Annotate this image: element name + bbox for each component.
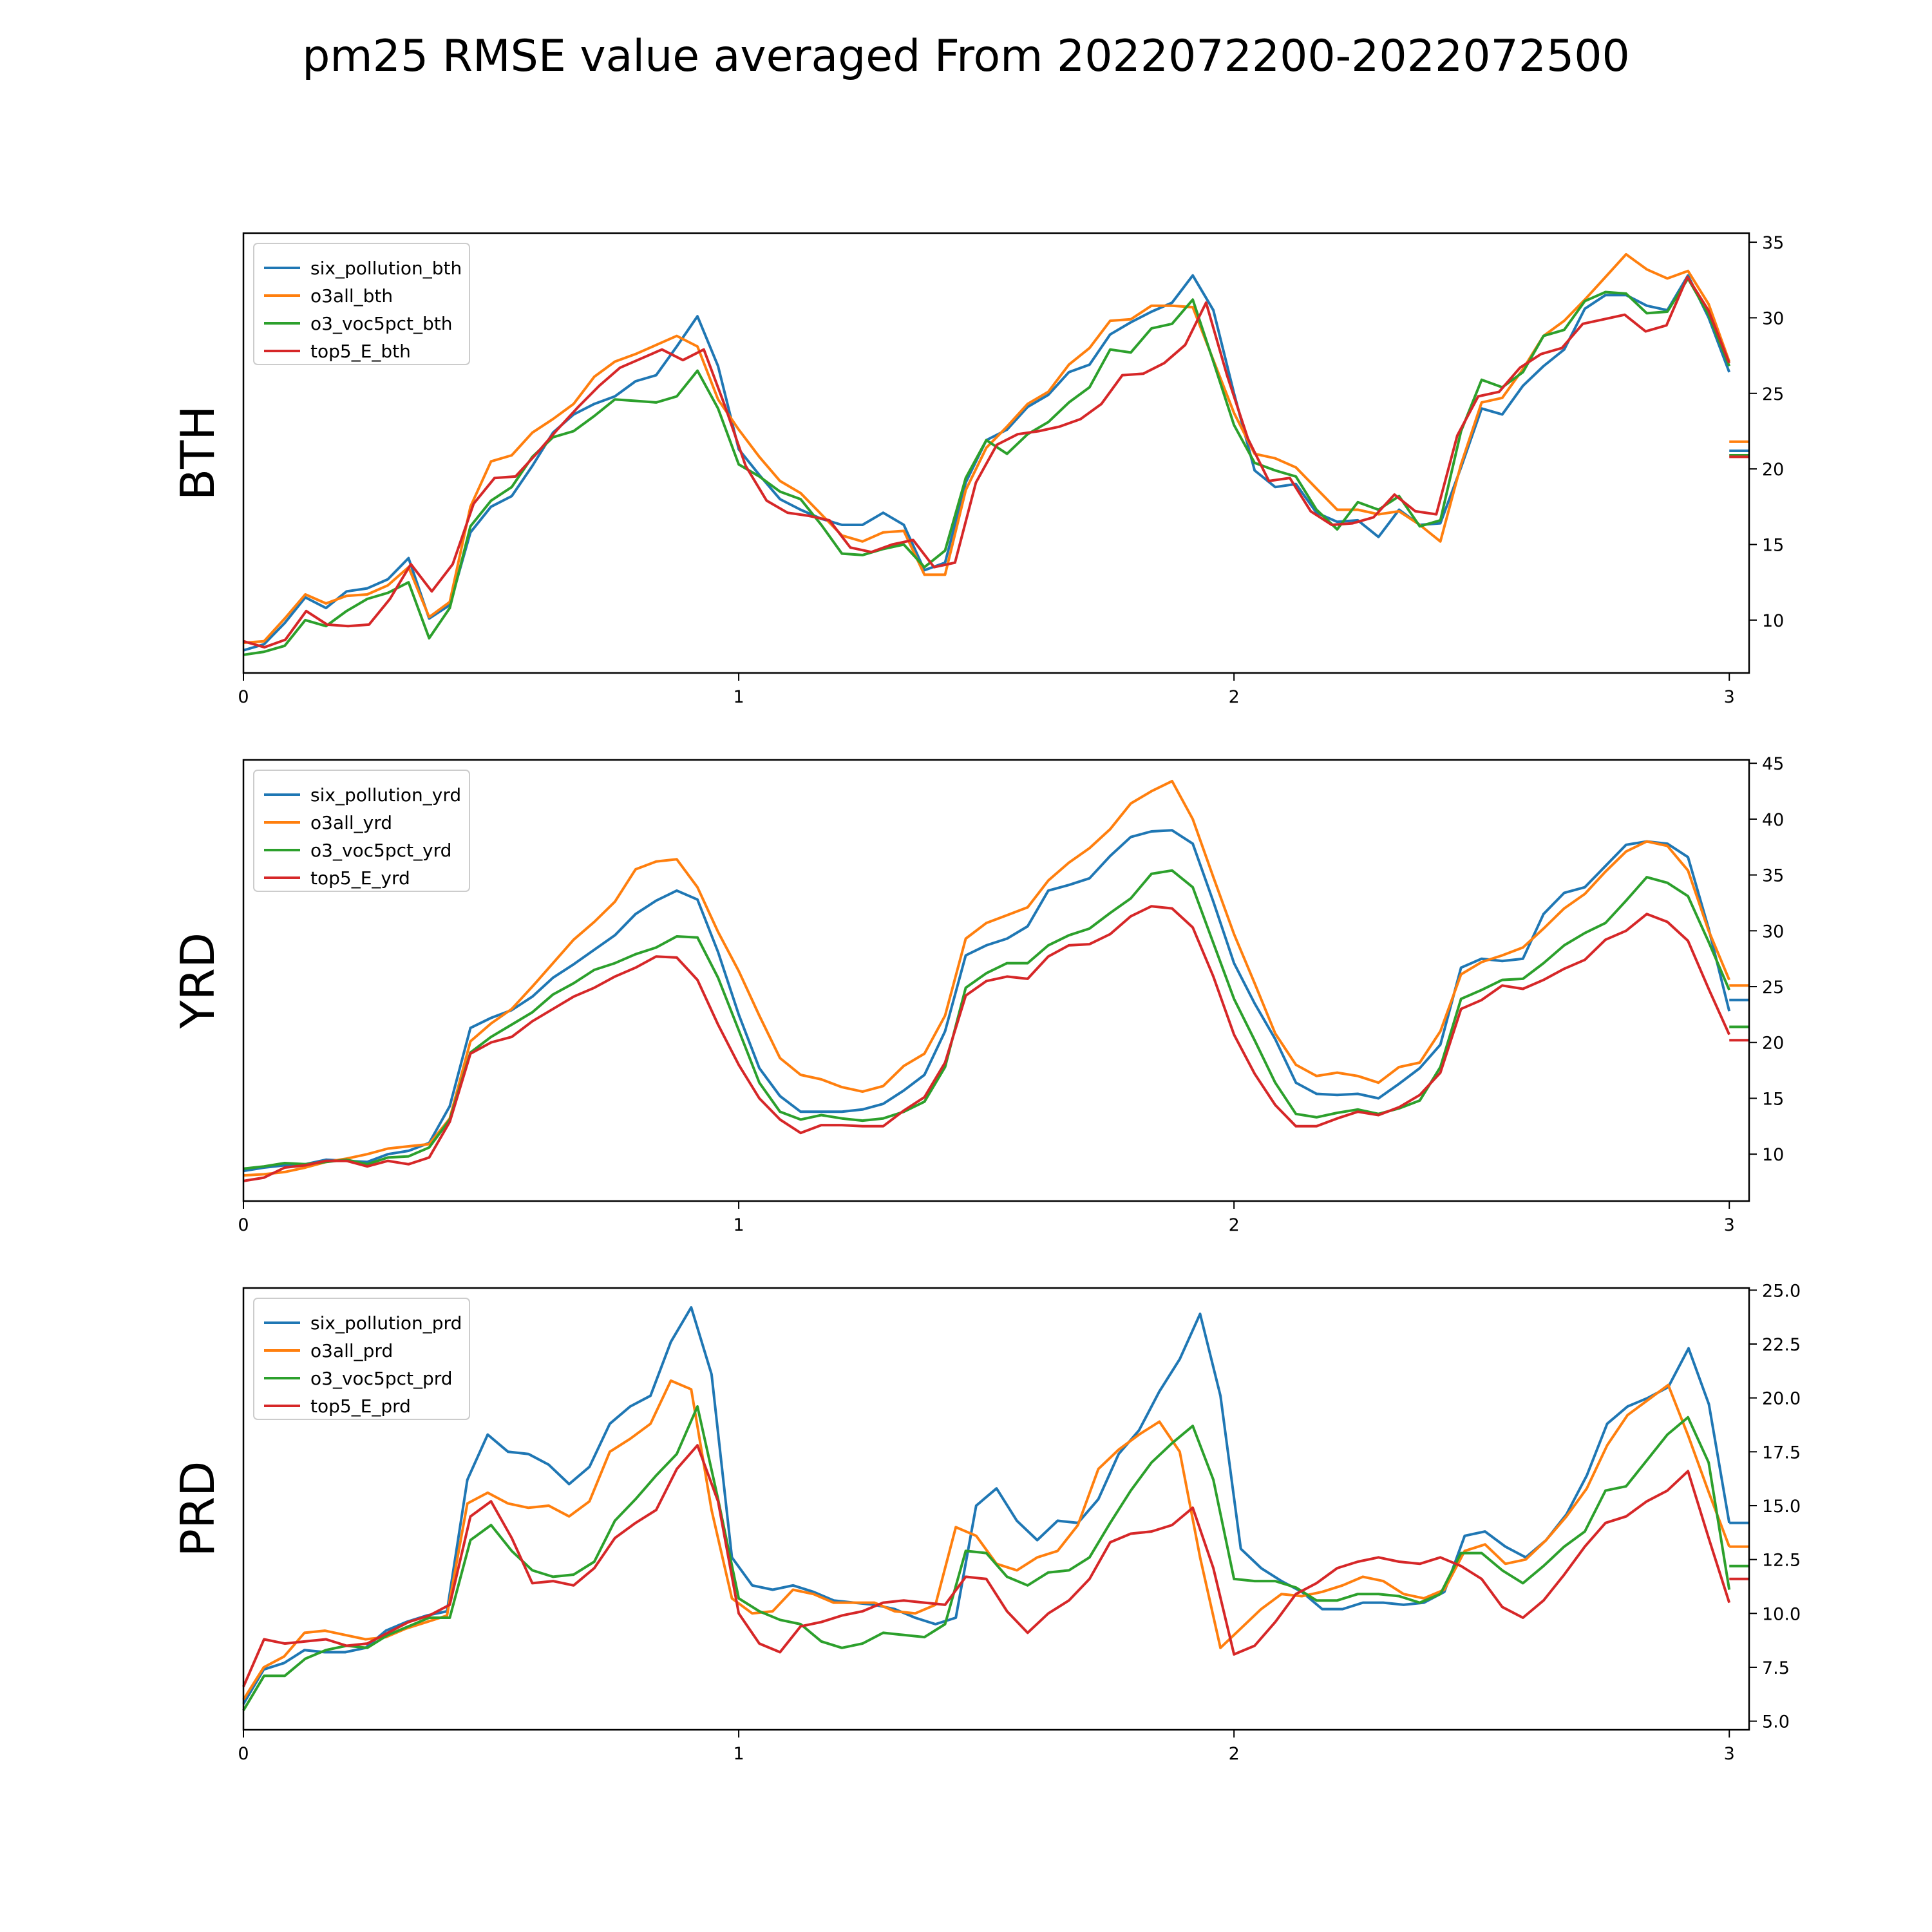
y-tick-label: 10 bbox=[1762, 611, 1784, 631]
y-tick-label: 20.0 bbox=[1762, 1389, 1801, 1409]
y-tick-label: 7.5 bbox=[1762, 1658, 1790, 1678]
y-tick-label: 10 bbox=[1762, 1145, 1784, 1165]
legend-label: o3all_yrd bbox=[310, 812, 392, 833]
figure-title: pm25 RMSE value averaged From 2022072200… bbox=[302, 31, 1630, 82]
y-tick-label: 15 bbox=[1762, 1089, 1784, 1109]
legend-label: o3_voc5pct_yrd bbox=[310, 840, 451, 861]
legend: six_pollution_prd o3all_prd o3_voc5pct_prd… bbox=[254, 1298, 469, 1419]
legend-label: six_pollution_bth bbox=[310, 258, 462, 279]
legend-label: top5_E_prd bbox=[310, 1396, 411, 1417]
x-tick-label: 1 bbox=[733, 1744, 744, 1764]
x-tick-label: 2 bbox=[1229, 687, 1240, 707]
legend-label: top5_E_bth bbox=[310, 341, 411, 362]
legend-label: o3all_bth bbox=[310, 285, 393, 307]
row-label: PRD bbox=[171, 1461, 225, 1557]
legend: six_pollution_yrd o3all_yrd o3_voc5pct_yrd… bbox=[254, 770, 469, 891]
x-tick-label: 3 bbox=[1724, 1215, 1735, 1235]
y-tick-label: 25 bbox=[1762, 384, 1784, 404]
x-tick-label: 3 bbox=[1724, 687, 1735, 707]
legend-label: top5_E_yrd bbox=[310, 867, 410, 889]
legend-label: six_pollution_prd bbox=[310, 1312, 462, 1334]
x-tick-label: 0 bbox=[238, 1215, 249, 1235]
y-tick-label: 15.0 bbox=[1762, 1497, 1801, 1517]
x-tick-label: 1 bbox=[733, 687, 744, 707]
y-tick-label: 35 bbox=[1762, 866, 1784, 886]
y-tick-label: 35 bbox=[1762, 233, 1784, 253]
y-tick-label: 25.0 bbox=[1762, 1281, 1801, 1301]
legend-label: o3all_prd bbox=[310, 1340, 393, 1361]
y-tick-label: 20 bbox=[1762, 1034, 1784, 1054]
y-tick-label: 20 bbox=[1762, 460, 1784, 480]
y-tick-label: 40 bbox=[1762, 810, 1784, 830]
x-tick-label: 1 bbox=[733, 1215, 744, 1235]
y-tick-label: 30 bbox=[1762, 922, 1784, 942]
legend-label: o3_voc5pct_prd bbox=[310, 1368, 453, 1389]
y-tick-label: 17.5 bbox=[1762, 1443, 1801, 1463]
x-tick-label: 3 bbox=[1724, 1744, 1735, 1764]
legend-label: six_pollution_yrd bbox=[310, 784, 461, 806]
x-tick-label: 2 bbox=[1229, 1744, 1240, 1764]
legend: six_pollution_bth o3all_bth o3_voc5pct_bth… bbox=[254, 243, 469, 365]
y-tick-label: 30 bbox=[1762, 308, 1784, 328]
y-tick-label: 5.0 bbox=[1762, 1712, 1790, 1732]
legend-label: o3_voc5pct_bth bbox=[310, 313, 453, 334]
y-tick-label: 12.5 bbox=[1762, 1551, 1801, 1571]
x-tick-label: 2 bbox=[1229, 1215, 1240, 1235]
row-label: YRD bbox=[171, 933, 225, 1029]
y-tick-label: 10.0 bbox=[1762, 1604, 1801, 1624]
row-label: BTH bbox=[171, 406, 225, 501]
y-tick-label: 25 bbox=[1762, 978, 1784, 998]
y-tick-label: 45 bbox=[1762, 754, 1784, 774]
y-tick-label: 15 bbox=[1762, 535, 1784, 555]
x-tick-label: 0 bbox=[238, 687, 249, 707]
y-tick-label: 22.5 bbox=[1762, 1335, 1801, 1355]
x-tick-label: 0 bbox=[238, 1744, 249, 1764]
